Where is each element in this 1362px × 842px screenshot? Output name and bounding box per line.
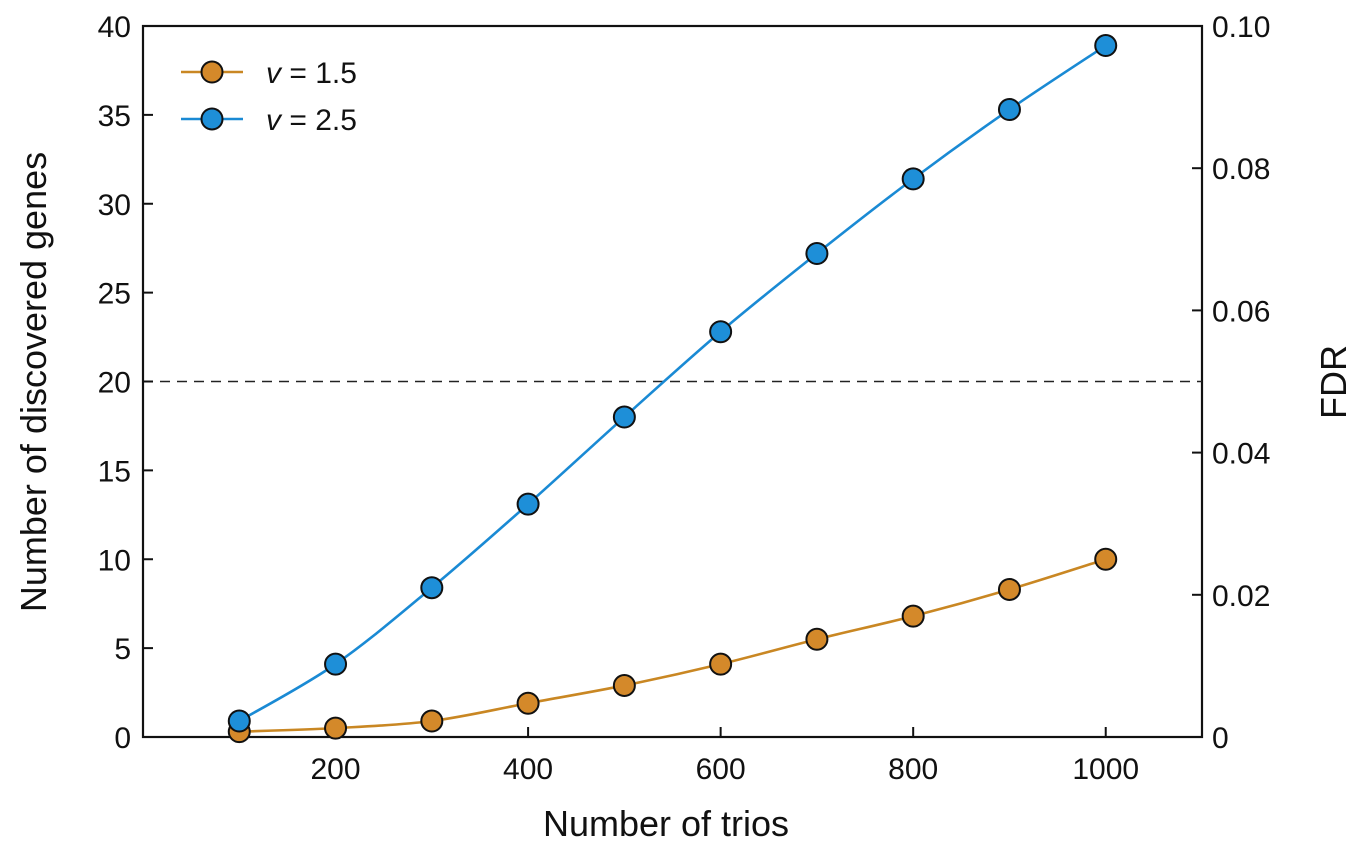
data-point: [612, 405, 636, 429]
data-point: [805, 627, 829, 651]
y-tick-label: 35: [98, 100, 131, 133]
y-tick-label: 25: [98, 278, 131, 311]
legend-item: v = 2.5: [181, 104, 357, 137]
data-point: [1094, 547, 1118, 571]
y2-tick-label: 0: [1212, 722, 1229, 755]
data-point: [709, 652, 733, 676]
data-point: [805, 242, 829, 266]
data-point: [901, 604, 925, 628]
data-point: [420, 709, 444, 733]
x-axis-title: Number of trios: [543, 803, 789, 842]
y2-tick-label: 0.08: [1212, 153, 1270, 186]
y-tick-label: 5: [114, 633, 131, 666]
series-layer: [227, 34, 1118, 744]
y2-tick-label: 0.10: [1212, 11, 1270, 44]
data-point: [901, 167, 925, 191]
y-tick-label: 0: [114, 722, 131, 755]
y-axis-title: Number of discovered genes: [13, 152, 54, 612]
y2-axis-title: FDR: [1313, 345, 1354, 419]
y-axis-ticks: 0 5 10 15 20 25 30 35 40: [98, 11, 153, 755]
data-point: [612, 673, 636, 697]
legend-marker: [200, 60, 224, 84]
y-tick-label: 10: [98, 544, 131, 577]
data-point: [324, 716, 348, 740]
x-tick-label: 200: [311, 753, 361, 786]
legend-label: v = 2.5: [266, 104, 357, 137]
y-tick-label: 20: [98, 367, 131, 400]
y2-axis-ticks: 0 0.02 0.04 0.06 0.08 0.10: [1192, 11, 1270, 755]
y-tick-label: 15: [98, 455, 131, 488]
data-point: [1094, 34, 1118, 58]
y2-tick-label: 0.02: [1212, 580, 1270, 613]
data-point: [997, 577, 1021, 601]
legend: v = 1.5 v = 2.5: [181, 57, 357, 137]
x-tick-label: 1000: [1072, 753, 1139, 786]
data-point: [709, 320, 733, 344]
x-tick-label: 800: [888, 753, 938, 786]
series-2: [227, 34, 1118, 733]
y-tick-label: 30: [98, 189, 131, 222]
series-1: [227, 547, 1118, 744]
legend-marker: [200, 107, 224, 131]
data-point: [516, 691, 540, 715]
y2-tick-label: 0.04: [1212, 438, 1270, 471]
data-point: [324, 652, 348, 676]
data-point: [420, 576, 444, 600]
legend-item: v = 1.5: [181, 57, 357, 90]
series-line: [238, 44, 1107, 723]
y2-tick-label: 0.06: [1212, 295, 1270, 328]
x-axis-ticks: 200 400 600 800 1000: [311, 727, 1139, 786]
series-line: [239, 558, 1107, 733]
y-tick-label: 40: [98, 11, 131, 44]
data-point: [997, 98, 1021, 122]
x-tick-label: 600: [696, 753, 746, 786]
legend-label: v = 1.5: [266, 57, 357, 90]
x-tick-label: 400: [503, 753, 553, 786]
data-point: [516, 492, 540, 516]
data-point: [227, 709, 251, 733]
